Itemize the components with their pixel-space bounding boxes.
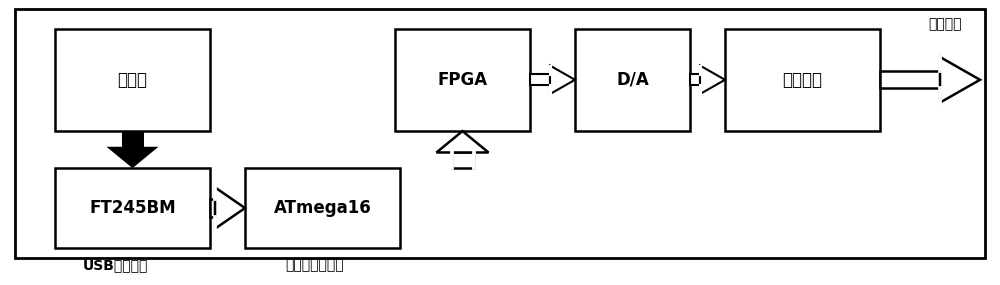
Text: FPGA: FPGA xyxy=(437,71,488,89)
Polygon shape xyxy=(940,57,980,103)
Bar xyxy=(725,28,880,131)
Bar xyxy=(210,199,215,217)
Text: ATmega16: ATmega16 xyxy=(274,199,371,217)
Polygon shape xyxy=(700,66,725,94)
Text: 单片机控制模块: 单片机控制模块 xyxy=(286,258,344,272)
Polygon shape xyxy=(215,188,245,229)
Bar xyxy=(395,28,530,131)
Text: 工控机: 工控机 xyxy=(118,71,148,89)
Bar xyxy=(690,74,700,85)
Text: FT245BM: FT245BM xyxy=(89,199,176,217)
Text: 输出信号: 输出信号 xyxy=(928,17,962,31)
Text: D/A: D/A xyxy=(616,71,649,89)
Polygon shape xyxy=(436,131,489,152)
Bar xyxy=(55,168,210,248)
Text: 滤波电路: 滤波电路 xyxy=(782,71,822,89)
Bar xyxy=(575,28,690,131)
Bar xyxy=(530,74,550,85)
Bar xyxy=(452,152,474,168)
Bar xyxy=(122,131,144,147)
Bar xyxy=(245,168,400,248)
Polygon shape xyxy=(107,147,158,168)
Bar xyxy=(880,71,940,88)
Text: USB通信模块: USB通信模块 xyxy=(82,258,148,272)
Bar xyxy=(15,9,985,258)
Bar xyxy=(55,28,210,131)
Polygon shape xyxy=(550,66,575,94)
